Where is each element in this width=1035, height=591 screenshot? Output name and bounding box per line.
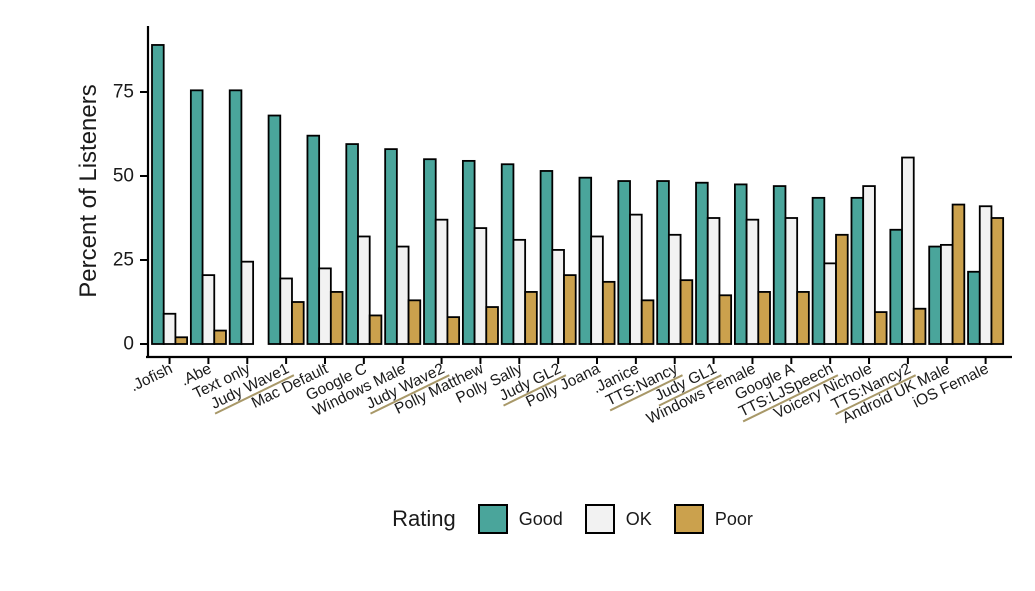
- y-axis-tick-label: 50: [113, 166, 134, 187]
- bar-poor-18: [835, 233, 849, 345]
- bar-poor-17: [796, 291, 810, 345]
- y-axis-title: Percent of Listeners: [75, 84, 102, 297]
- bar-poor-19: [873, 311, 888, 345]
- bar-poor-14: [679, 279, 694, 345]
- bar-ok-9: [473, 227, 488, 345]
- y-axis-tick-label: 25: [113, 250, 134, 271]
- bar-good-16: [734, 183, 748, 345]
- bar-ok-4: [279, 277, 293, 345]
- bar-poor-16: [757, 291, 771, 345]
- bar-ok-18: [823, 262, 837, 345]
- bar-poor-20: [912, 307, 927, 345]
- bar-good-3: [228, 89, 243, 345]
- bar-poor-2: [213, 329, 227, 345]
- bar-good-14: [656, 180, 670, 345]
- category-underline: [658, 374, 722, 407]
- legend-swatch-poor: [673, 504, 704, 534]
- y-axis-tick-label: 0: [123, 334, 134, 355]
- x-axis-label: .Jofish: [128, 360, 176, 395]
- bar-ok-15: [706, 217, 721, 345]
- legend-label-ok: OK: [625, 508, 652, 529]
- bar-ok-1: [162, 312, 177, 345]
- bar-poor-11: [563, 274, 577, 345]
- bar-good-22: [967, 270, 981, 345]
- category-underline: [503, 374, 567, 407]
- listener-rating-bar-chart: 0 25 50 75 Percent of Listeners .Jofish .Abe Te…: [55, 26, 1035, 534]
- bar-good-21: [928, 245, 942, 345]
- bar-good-13: [617, 180, 631, 345]
- bar-poor-5: [329, 291, 344, 345]
- bar-ok-3: [240, 260, 255, 345]
- bar-poor-12: [601, 280, 616, 345]
- x-axis-label-group: .Jofish: [128, 360, 176, 395]
- bar-poor-9: [485, 306, 499, 345]
- category-underline: [742, 374, 839, 423]
- legend-title: Rating: [392, 506, 456, 531]
- bar-poor-21: [951, 203, 966, 345]
- bar-good-15: [695, 181, 709, 345]
- category-underline: [370, 374, 450, 415]
- bar-poor-15: [718, 294, 733, 345]
- bar-good-9: [461, 159, 476, 345]
- bar-good-1: [151, 44, 165, 345]
- bar-ok-5: [318, 267, 332, 345]
- bar-good-8: [423, 158, 437, 345]
- category-underline: [214, 374, 295, 415]
- bar-ok-19: [862, 185, 876, 345]
- bar-good-7: [384, 148, 398, 345]
- bar-ok-16: [745, 218, 760, 345]
- legend-swatch-good: [477, 504, 508, 534]
- bar-poor-8: [446, 316, 461, 345]
- bar-poor-6: [368, 314, 383, 345]
- bar-ok-22: [978, 205, 993, 345]
- legend-items: Good OK Poor: [477, 504, 753, 534]
- bar-ok-11: [551, 249, 565, 345]
- bar-good-2: [189, 89, 204, 345]
- bar-ok-17: [784, 217, 799, 345]
- bar-good-10: [500, 163, 515, 345]
- bar-ok-12: [590, 235, 604, 345]
- bar-ok-6: [357, 235, 371, 345]
- legend-label-good: Good: [518, 508, 563, 529]
- bar-ok-13: [629, 213, 643, 345]
- bar-good-18: [811, 196, 826, 345]
- bar-good-5: [306, 134, 321, 345]
- bar-ok-20: [901, 156, 915, 345]
- legend-item-poor: Poor: [673, 504, 753, 534]
- bar-ok-7: [395, 245, 410, 345]
- bar-good-20: [889, 228, 903, 345]
- bar-ok-2: [201, 274, 216, 345]
- legend: Rating Good OK Poor: [55, 504, 1035, 534]
- bar-poor-22: [990, 217, 1005, 345]
- category-underline: [609, 374, 683, 412]
- bar-good-4: [267, 114, 282, 345]
- bar-good-11: [539, 170, 554, 345]
- legend-swatch-ok: [584, 504, 615, 534]
- bar-poor-4: [291, 301, 305, 345]
- y-axis-tick-label: 75: [113, 82, 134, 103]
- bar-ok-10: [512, 238, 527, 345]
- bar-ok-8: [434, 218, 449, 345]
- bar-poor-1: [174, 336, 188, 345]
- legend-item-ok: OK: [584, 504, 652, 534]
- bar-ok-21: [940, 243, 954, 345]
- bar-poor-10: [524, 291, 538, 345]
- bar-poor-13: [640, 299, 655, 345]
- bar-good-17: [772, 185, 787, 345]
- category-underline: [835, 374, 917, 416]
- bar-good-6: [345, 143, 359, 345]
- bar-ok-14: [667, 233, 682, 345]
- bar-good-19: [850, 196, 865, 345]
- bar-poor-7: [407, 299, 422, 345]
- legend-item-good: Good: [477, 504, 563, 534]
- legend-label-poor: Poor: [714, 508, 753, 529]
- bar-good-12: [578, 176, 593, 345]
